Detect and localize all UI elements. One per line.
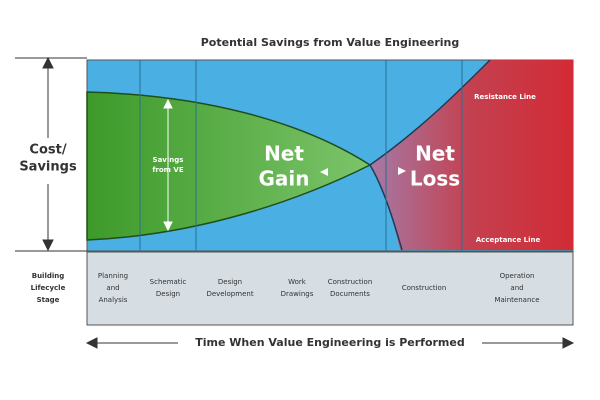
stage-label: Operation xyxy=(500,272,535,280)
net-loss-label: Net xyxy=(415,142,455,166)
savings-label: from VE xyxy=(152,166,183,174)
net-loss-label: Loss xyxy=(410,167,460,191)
stage-label: and xyxy=(106,284,119,292)
stage-label: Development xyxy=(206,290,253,298)
stage-label: Construction xyxy=(402,284,447,292)
savings-arrow xyxy=(163,98,173,232)
x-arrow xyxy=(85,337,575,349)
net-gain-area xyxy=(86,91,372,241)
y-label: Cost/ xyxy=(29,143,66,158)
x-label: Time When Value Engineering is Performed xyxy=(195,336,464,349)
row-label: Stage xyxy=(37,296,60,304)
stage-label: Schematic xyxy=(150,278,187,286)
stage-labels: Planning and Analysis Schematic Design Design… xyxy=(98,272,540,304)
stage-label: Work xyxy=(288,278,307,286)
stage-label: Design xyxy=(156,290,180,298)
savings-label: Savings xyxy=(153,156,184,164)
y-label: Savings xyxy=(19,160,77,175)
net-gain-label: Gain xyxy=(258,167,309,191)
net-gain-label: Net xyxy=(264,142,304,166)
stage-label: Analysis xyxy=(99,296,128,304)
stage-label: Planning xyxy=(98,272,128,280)
row-label: Building xyxy=(32,272,65,280)
stage-label: Documents xyxy=(330,290,370,298)
stage-label: Design xyxy=(218,278,242,286)
acceptance-label: Acceptance Line xyxy=(476,236,541,244)
stage-label: Maintenance xyxy=(494,296,539,304)
net-loss-area xyxy=(370,60,573,250)
stage-label: and xyxy=(510,284,523,292)
stage-label: Drawings xyxy=(281,290,314,298)
resistance-label: Resistance Line xyxy=(474,93,536,101)
row-label: Lifecycle xyxy=(31,284,66,292)
stage-label: Construction xyxy=(328,278,373,286)
title: Potential Savings from Value Engineering xyxy=(201,36,460,49)
stage-row xyxy=(86,251,574,326)
y-arrow xyxy=(42,56,54,252)
curves xyxy=(369,59,491,251)
